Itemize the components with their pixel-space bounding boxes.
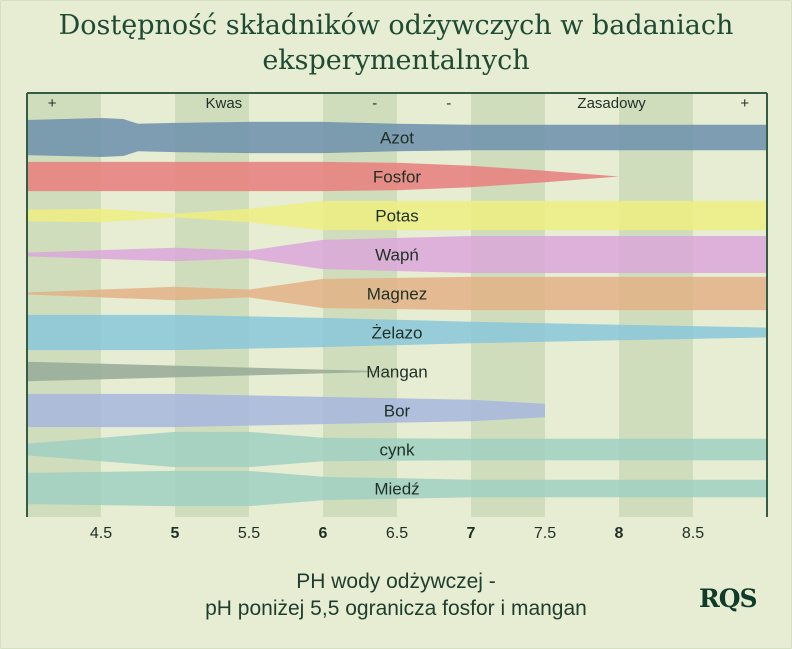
series-label: Wapń — [375, 246, 419, 265]
nutrient-chart: Azot Fosfor Potas Wapń Magnez Żelazo Mangan Bor… — [26, 92, 768, 542]
series-label: Miedź — [374, 480, 419, 499]
top-label: - — [372, 95, 377, 112]
x-tick-label: 7 — [467, 525, 476, 542]
series-label: Żelazo — [371, 324, 422, 343]
series-potas — [27, 200, 767, 231]
top-label: + — [48, 95, 57, 112]
chart-title: Dostępność składników odżywczych w badan… — [58, 10, 734, 76]
top-label: + — [740, 95, 749, 112]
x-tick-label: 5 — [171, 525, 180, 542]
top-label: Kwas — [205, 95, 242, 112]
series-bor — [27, 393, 545, 428]
chart-footer: PH wody odżywczej - pH poniżej 5,5 ogran… — [0, 568, 792, 622]
series-label: Bor — [384, 402, 411, 421]
series-mangan — [27, 361, 397, 382]
x-tick-label: 8.5 — [682, 525, 704, 542]
top-labels: + Kwas - - Zasadowy + — [48, 95, 750, 112]
x-tick-label: 6 — [319, 525, 328, 542]
series-label: Potas — [375, 207, 418, 226]
series-label: Azot — [380, 129, 414, 148]
series-wapń — [27, 236, 767, 273]
x-tick-label: 5.5 — [238, 525, 260, 542]
series-fosfor — [27, 161, 619, 192]
series-azot — [27, 118, 767, 157]
x-tick-label: 4.5 — [90, 525, 112, 542]
rqs-logo: RQS — [699, 584, 758, 613]
series-label: Magnez — [367, 285, 427, 304]
footer-line-2: pH poniżej 5,5 ogranicza fosfor i mangan — [205, 597, 587, 620]
series-cynk — [27, 431, 767, 468]
series-label: Mangan — [366, 363, 427, 382]
series-label: Fosfor — [373, 168, 422, 187]
top-label: - — [446, 95, 451, 112]
nutrient-series — [27, 118, 767, 507]
series-magnez — [27, 276, 767, 311]
series-label: cynk — [380, 441, 415, 460]
series-miedź — [27, 470, 767, 507]
top-label: Zasadowy — [577, 95, 646, 112]
nutrient-labels: Azot Fosfor Potas Wapń Magnez Żelazo Mangan Bor… — [366, 129, 427, 499]
x-tick-label: 7.5 — [534, 525, 556, 542]
x-tick-label: 6.5 — [386, 525, 408, 542]
series-żelazo — [27, 314, 767, 351]
footer-line-1: PH wody odżywczej - — [296, 570, 496, 593]
x-axis-ticks: 4.5 5 5.5 6 6.5 7 7.5 8 8.5 — [90, 525, 704, 542]
x-tick-label: 8 — [615, 525, 624, 542]
